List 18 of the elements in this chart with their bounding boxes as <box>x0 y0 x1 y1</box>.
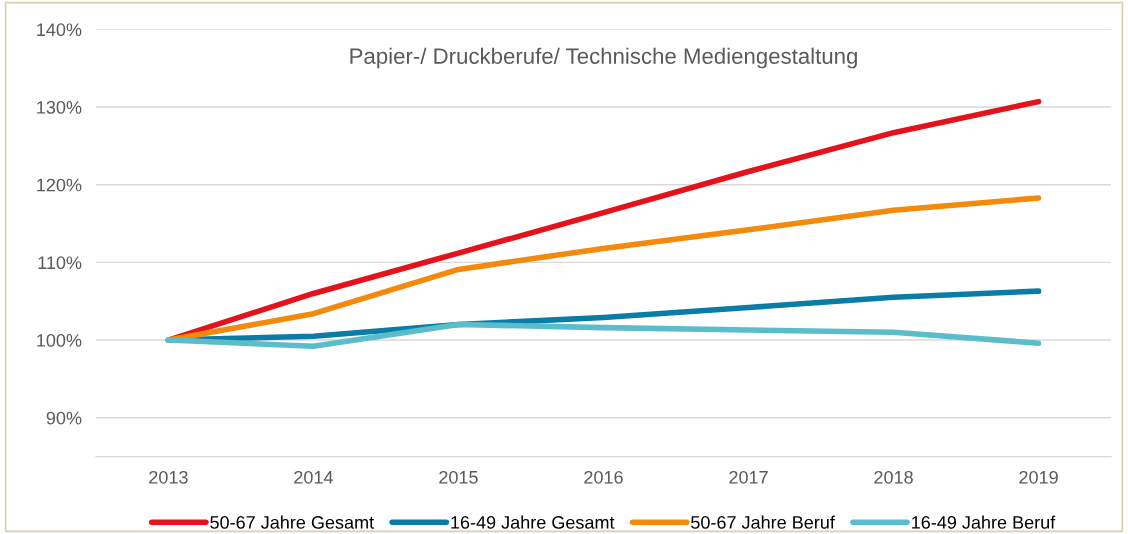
y-tick-label: 130% <box>37 100 82 114</box>
x-tick-label: 2013 <box>149 470 188 484</box>
x-tick-label: 2019 <box>1019 470 1058 484</box>
legend-label: 16-49 Jahre Beruf <box>912 515 1056 529</box>
legend-label: 16-49 Jahre Gesamt <box>451 515 615 529</box>
y-tick-label: 100% <box>37 334 82 347</box>
x-tick-label: 2018 <box>874 470 913 484</box>
x-tick-label: 2016 <box>584 470 623 484</box>
y-tick-label: 140% <box>37 23 82 37</box>
legend-label: 50-67 Jahre Beruf <box>691 515 835 529</box>
text: Papier-/ Druckberufe/ Technische Mediengestaltung <box>350 47 857 69</box>
y-tick-label: 120% <box>37 178 82 192</box>
legend-label: 50-67 Jahre Gesamt <box>210 515 374 529</box>
y-tick-label: 110% <box>38 256 82 270</box>
x-tick-label: 2017 <box>729 470 768 484</box>
y-tick-label: 90% <box>46 411 82 425</box>
x-tick-label: 2014 <box>294 470 333 484</box>
x-tick-label: 2015 <box>439 470 478 484</box>
